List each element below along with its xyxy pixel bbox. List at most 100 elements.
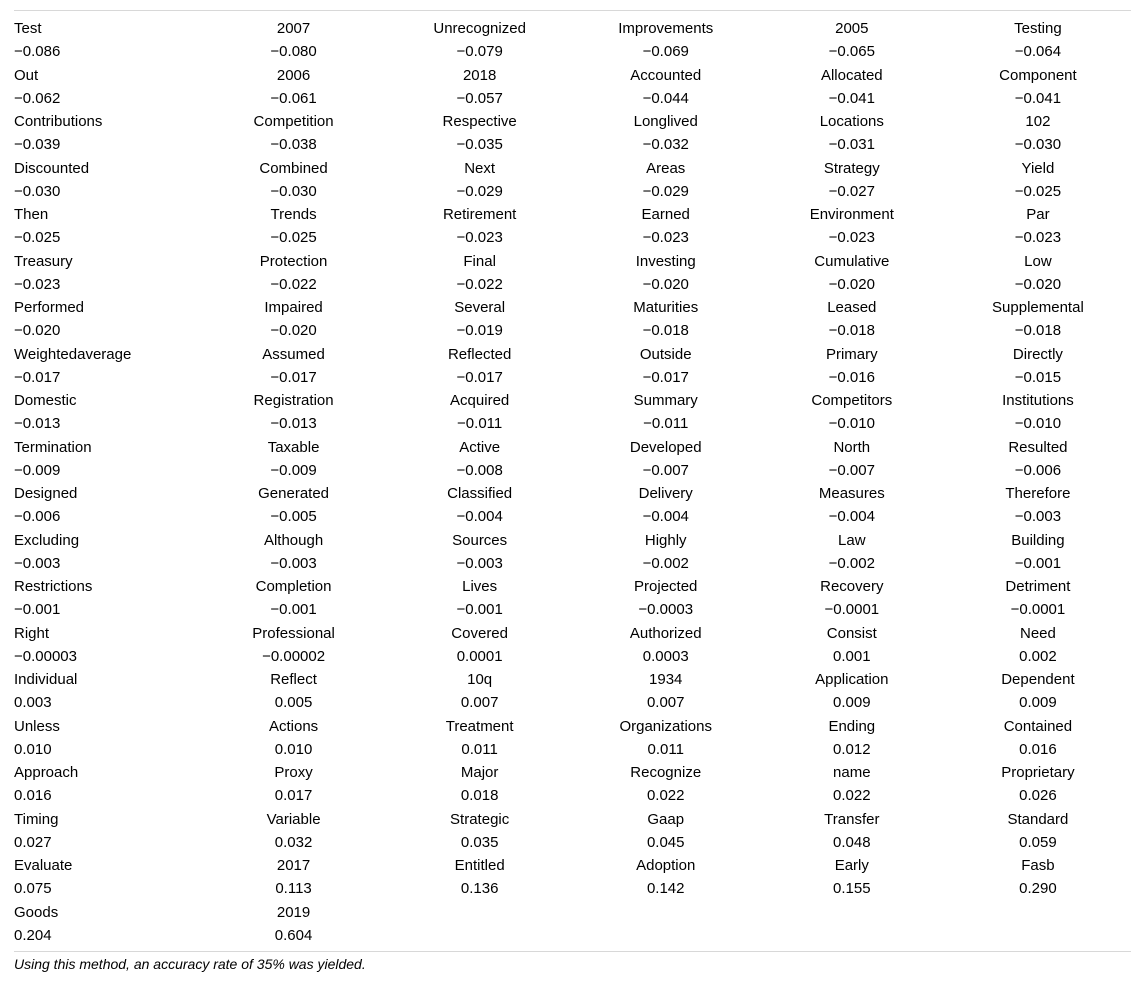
table-cell: 0.0001 <box>387 645 573 668</box>
table-cell: 0.010 <box>14 738 201 761</box>
table-cell: Institutions <box>945 389 1131 412</box>
table-row: −0.020−0.020−0.019−0.018−0.018−0.018 <box>14 319 1131 342</box>
table-cell: Application <box>759 668 945 691</box>
table-cell: −0.001 <box>14 598 201 621</box>
table-cell: Restrictions <box>14 575 201 598</box>
table-cell: Proxy <box>201 761 387 784</box>
table-cell: Treasury <box>14 250 201 273</box>
table-cell: −0.020 <box>573 273 759 296</box>
table-cell: −0.004 <box>573 505 759 528</box>
table-cell: −0.007 <box>759 459 945 482</box>
table-cell: −0.007 <box>573 459 759 482</box>
table-cell: 0.022 <box>759 784 945 807</box>
table-cell: Consist <box>759 622 945 645</box>
table-cell: 2018 <box>387 64 573 87</box>
table-cell: −0.025 <box>14 226 201 249</box>
table-cell: 0.009 <box>759 691 945 714</box>
table-cell: Organizations <box>573 715 759 738</box>
table-cell: −0.006 <box>945 459 1131 482</box>
table-cell: −0.003 <box>945 505 1131 528</box>
table-cell: Competitors <box>759 389 945 412</box>
table-cell: −0.032 <box>573 133 759 156</box>
table-cell: −0.00003 <box>14 645 201 668</box>
table-row: UnlessActionsTreatmentOrganizationsEndin… <box>14 715 1131 738</box>
table-cell: 0.003 <box>14 691 201 714</box>
table-row: −0.039−0.038−0.035−0.032−0.031−0.030 <box>14 133 1131 156</box>
table-row: −0.025−0.025−0.023−0.023−0.023−0.023 <box>14 226 1131 249</box>
table-row: −0.086−0.080−0.079−0.069−0.065−0.064 <box>14 40 1131 63</box>
table-cell: Investing <box>573 250 759 273</box>
table-cell: Strategy <box>759 157 945 180</box>
table-cell: −0.003 <box>14 552 201 575</box>
table-row: −0.062−0.061−0.057−0.044−0.041−0.041 <box>14 87 1131 110</box>
table-cell: Protection <box>201 250 387 273</box>
table-row: TreasuryProtectionFinalInvestingCumulati… <box>14 250 1131 273</box>
table-cell: 0.002 <box>945 645 1131 668</box>
table-row: ExcludingAlthoughSourcesHighlyLawBuildin… <box>14 529 1131 552</box>
table-row: 0.0750.1130.1360.1420.1550.290 <box>14 877 1131 900</box>
table-cell: −0.023 <box>759 226 945 249</box>
table-row: 0.0030.0050.0070.0070.0090.009 <box>14 691 1131 714</box>
table-cell: Classified <box>387 482 573 505</box>
table-cell: −0.0001 <box>945 598 1131 621</box>
table-cell: Testing <box>945 17 1131 40</box>
table-cell: Longlived <box>573 110 759 133</box>
table-cell: −0.011 <box>573 412 759 435</box>
table-cell: −0.022 <box>201 273 387 296</box>
table-cell <box>573 924 759 947</box>
table-cell: Reflect <box>201 668 387 691</box>
table-cell: −0.069 <box>573 40 759 63</box>
table-cell: Recognize <box>573 761 759 784</box>
table-cell: 0.018 <box>387 784 573 807</box>
table-cell: −0.004 <box>387 505 573 528</box>
table-cell: −0.029 <box>573 180 759 203</box>
table-cell: 0.032 <box>201 831 387 854</box>
table-cell: −0.018 <box>945 319 1131 342</box>
table-row: 0.2040.604 <box>14 924 1131 947</box>
table-cell: −0.029 <box>387 180 573 203</box>
table-cell: −0.020 <box>945 273 1131 296</box>
table-cell: Entitled <box>387 854 573 877</box>
table-cell: 0.0003 <box>573 645 759 668</box>
table-cell: Detriment <box>945 575 1131 598</box>
table-cell: −0.061 <box>201 87 387 110</box>
table-cell <box>573 901 759 924</box>
table-row: −0.006−0.005−0.004−0.004−0.004−0.003 <box>14 505 1131 528</box>
table-cell: −0.017 <box>387 366 573 389</box>
table-cell: Directly <box>945 343 1131 366</box>
table-cell: Transfer <box>759 808 945 831</box>
table-cell: −0.030 <box>14 180 201 203</box>
table-cell <box>945 924 1131 947</box>
table-cell: −0.057 <box>387 87 573 110</box>
table-cell: −0.062 <box>14 87 201 110</box>
table-cell: Actions <box>201 715 387 738</box>
table-cell: −0.025 <box>201 226 387 249</box>
table-cell: Excluding <box>14 529 201 552</box>
table-cell: Earned <box>573 203 759 226</box>
table-cell: −0.001 <box>387 598 573 621</box>
table-cell: Generated <box>201 482 387 505</box>
table-cell: 2006 <box>201 64 387 87</box>
table-cell: −0.013 <box>14 412 201 435</box>
table-cell: −0.011 <box>387 412 573 435</box>
table-cell <box>387 924 573 947</box>
table-cell: 0.016 <box>945 738 1131 761</box>
table-row: IndividualReflect10q1934ApplicationDepen… <box>14 668 1131 691</box>
table-caption: Using this method, an accuracy rate of 3… <box>14 956 1131 984</box>
table-row: RightProfessionalCoveredAuthorizedConsis… <box>14 622 1131 645</box>
table-cell: 0.009 <box>945 691 1131 714</box>
table-cell: Several <box>387 296 573 319</box>
table-cell: Par <box>945 203 1131 226</box>
table-cell: 0.022 <box>573 784 759 807</box>
table-cell: −0.002 <box>759 552 945 575</box>
table-row: Goods2019 <box>14 901 1131 924</box>
table-cell: Measures <box>759 482 945 505</box>
table-cell: Proprietary <box>945 761 1131 784</box>
table-cell: −0.030 <box>201 180 387 203</box>
table-row: 0.0270.0320.0350.0450.0480.059 <box>14 831 1131 854</box>
table-cell: Environment <box>759 203 945 226</box>
table-cell: −0.009 <box>14 459 201 482</box>
table-cell: −0.019 <box>387 319 573 342</box>
table-cell: 2017 <box>201 854 387 877</box>
table-cell: 2007 <box>201 17 387 40</box>
